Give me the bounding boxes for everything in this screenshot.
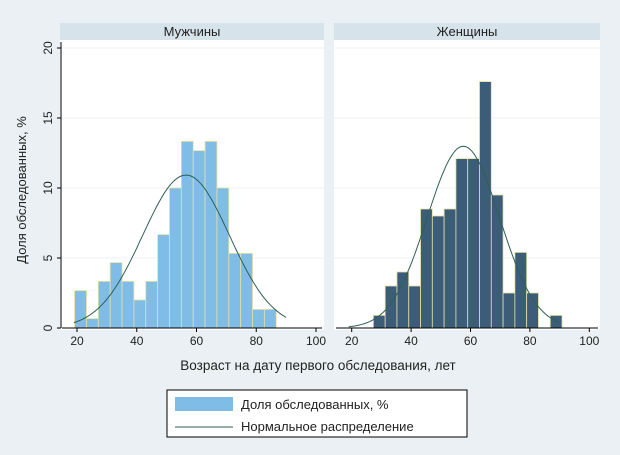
histogram-bar bbox=[431, 215, 445, 329]
histogram-bar bbox=[157, 234, 170, 329]
legend: Доля обследованных, % Нормальное распред… bbox=[166, 389, 468, 438]
normal-curve bbox=[73, 174, 287, 324]
histogram-bar bbox=[109, 262, 123, 329]
legend-label-curve: Нормальное распределение bbox=[241, 419, 414, 434]
x-tick-label: 80 bbox=[523, 334, 537, 348]
x-tick-label: 40 bbox=[130, 334, 144, 348]
histogram-bar bbox=[240, 252, 253, 329]
histogram-bar bbox=[86, 318, 99, 329]
x-tick-label: 60 bbox=[190, 334, 204, 348]
histogram-bar bbox=[204, 140, 218, 329]
histogram-bar bbox=[145, 280, 159, 329]
x-tick-label: 20 bbox=[345, 334, 359, 348]
histogram-bar bbox=[490, 194, 504, 329]
histogram-bar bbox=[263, 308, 277, 329]
panel-title: Мужчины bbox=[164, 24, 221, 39]
histogram-bar bbox=[169, 187, 182, 329]
histogram-bar bbox=[384, 285, 398, 329]
histogram-bar bbox=[228, 252, 242, 329]
normal-curve bbox=[348, 145, 560, 328]
y-tick-label: 5 bbox=[41, 254, 55, 261]
histogram-bar bbox=[420, 208, 433, 329]
x-tick-label: 60 bbox=[464, 334, 478, 348]
histogram-bar bbox=[121, 280, 135, 329]
panel-male: Мужчины 20 40 60 80 100 0 5 10 15 20 bbox=[41, 23, 326, 348]
histogram-bar bbox=[408, 285, 421, 329]
histogram-bar bbox=[455, 158, 469, 329]
x-tick-label: 80 bbox=[250, 334, 264, 348]
x-tick-label: 40 bbox=[404, 334, 418, 348]
y-tick-label: 15 bbox=[41, 111, 55, 125]
histogram-bar bbox=[467, 158, 480, 329]
histogram-bar bbox=[216, 187, 230, 329]
y-tick-label: 0 bbox=[41, 324, 55, 331]
y-axis-label: Доля обследованных, % bbox=[14, 116, 29, 264]
panel-title: Женщины bbox=[437, 24, 498, 39]
legend-label-bars: Доля обследованных, % bbox=[241, 397, 389, 412]
histogram-bar bbox=[479, 81, 492, 329]
panel-strip bbox=[334, 23, 600, 40]
histogram-bar bbox=[396, 271, 410, 329]
x-tick-label: 100 bbox=[579, 334, 599, 348]
y-tick-label: 10 bbox=[41, 181, 55, 195]
y-tick-label: 20 bbox=[41, 41, 55, 55]
histogram-bar bbox=[372, 314, 386, 329]
histogram-bar bbox=[443, 208, 457, 329]
histogram-bar bbox=[74, 290, 87, 329]
histogram-bar bbox=[192, 150, 206, 329]
x-axis-label: Возраст на дату первого обследования, ле… bbox=[180, 358, 455, 373]
histogram-bar bbox=[252, 308, 265, 329]
panel-female: Женщины 20 40 60 80 100 bbox=[334, 23, 600, 348]
panel-strip bbox=[60, 23, 324, 40]
legend-swatch-bars bbox=[175, 397, 233, 411]
histogram-bar bbox=[502, 292, 516, 329]
histogram-bar bbox=[97, 280, 111, 329]
x-tick-label: 20 bbox=[70, 334, 84, 348]
histogram-bar bbox=[133, 299, 147, 329]
x-tick-label: 100 bbox=[306, 334, 326, 348]
histogram-bar bbox=[180, 140, 194, 329]
histogram-bar bbox=[514, 251, 528, 329]
